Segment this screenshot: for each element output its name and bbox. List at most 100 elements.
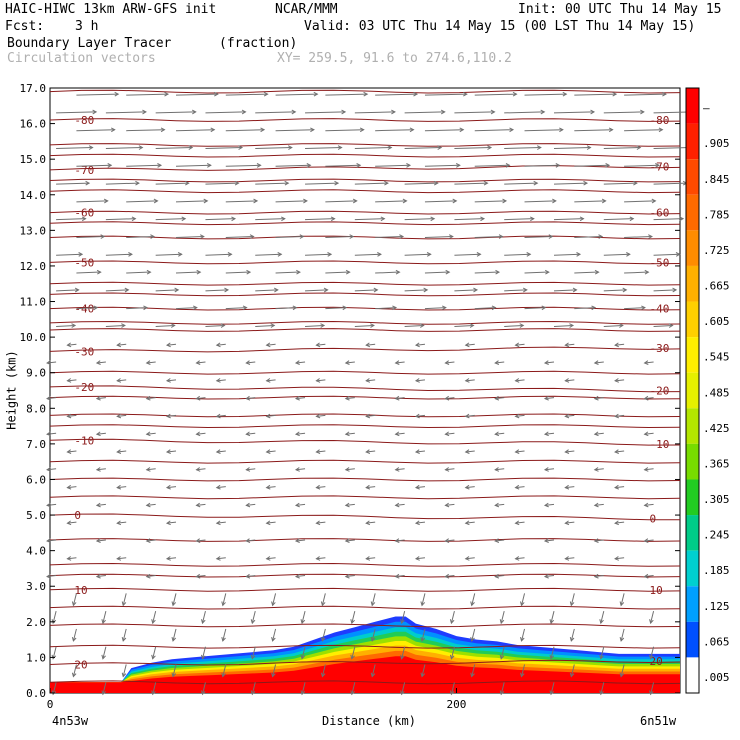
vector-arrow (454, 324, 474, 327)
vector-arrow (504, 111, 545, 114)
vector-arrow (67, 450, 77, 453)
vector-arrowhead (529, 216, 535, 222)
vector-arrow (553, 111, 595, 114)
vector-arrowhead (433, 180, 439, 186)
contour-line-label-0 (49, 513, 681, 521)
vector-arrowhead (593, 502, 599, 508)
vector-arrowhead (95, 573, 101, 579)
vector-arrow (565, 414, 575, 417)
vector-arrowhead (359, 127, 365, 133)
vector-arrowhead (116, 484, 122, 490)
vector-arrowhead (520, 601, 525, 607)
vector-arrowhead (614, 378, 619, 383)
vector-arrowhead (437, 145, 443, 150)
vector-arrow (504, 218, 534, 221)
vector-arrowhead (619, 601, 625, 607)
vector-arrow (316, 557, 326, 560)
vector-arrowhead (184, 180, 190, 186)
vector-arrow (615, 379, 625, 382)
vector-arrowhead (494, 573, 500, 579)
x-axis-label: Distance (km) (322, 714, 416, 728)
vector-arrow (603, 253, 630, 256)
vector-arrowhead (414, 378, 420, 383)
vector-arrow (76, 235, 105, 238)
vector-arrowhead (464, 484, 470, 490)
contour-line-24 (49, 680, 681, 685)
colorbar-label: .425 (703, 422, 730, 435)
vector-arrow (553, 289, 577, 292)
vector-arrowhead (95, 538, 101, 543)
vector-arrowhead (414, 342, 420, 348)
vector-arrowhead (300, 690, 306, 696)
vector-arrow (415, 521, 426, 524)
vector-arrowhead (145, 395, 151, 401)
vector-arrowhead (165, 556, 171, 561)
y-tick-label: 12.0 (20, 260, 47, 273)
vector-arrowhead (399, 234, 405, 239)
vector-arrowhead (414, 556, 420, 561)
vector-arrowhead (81, 216, 87, 222)
vector-arrowhead (337, 145, 343, 150)
vector-arrow (450, 611, 455, 624)
vector-arrow (325, 200, 357, 203)
vector-arrow (47, 432, 57, 435)
vector-arrowhead (444, 395, 450, 401)
contour-label: -70 (650, 160, 670, 173)
vector-arrow (474, 93, 517, 96)
vector-arrow (354, 147, 392, 149)
contour-label: -80 (74, 114, 94, 127)
vector-arrowhead (569, 601, 575, 607)
y-tick-label: 13.0 (20, 224, 47, 237)
vector-arrowhead (46, 431, 51, 437)
vector-arrow (166, 343, 177, 346)
vector-arrow (471, 593, 476, 606)
vector-arrow (325, 164, 361, 167)
contour-label: -30 (650, 342, 670, 355)
vector-arrow (201, 611, 206, 624)
vector-arrow (126, 235, 155, 238)
vector-arrow (67, 379, 77, 382)
vector-arrow (105, 147, 143, 149)
vector-arrow (415, 450, 426, 453)
vector-arrow (570, 628, 575, 642)
vector-arrow (225, 200, 258, 203)
contour-label: -40 (650, 303, 670, 316)
vector-arrowhead (171, 636, 177, 642)
vector-arrowhead (365, 342, 371, 348)
vector-arrow (216, 414, 226, 417)
vector-arrowhead (668, 323, 674, 328)
vector-arrowhead (195, 467, 201, 472)
vector-arrowhead (66, 378, 72, 383)
vector-arrowhead (124, 287, 130, 293)
vector-arrow (624, 129, 663, 132)
vector-arrow (316, 521, 326, 524)
vector-arrowhead (221, 636, 226, 642)
vector-arrow (105, 182, 139, 185)
vector-arrowhead (253, 198, 259, 204)
vector-arrow (216, 343, 226, 346)
vector-arrow (305, 289, 328, 292)
vector-arrowhead (569, 323, 575, 328)
vector-arrowhead (394, 360, 400, 365)
vector-arrow (205, 182, 239, 185)
vector-arrow (404, 324, 424, 327)
vector-arrowhead (541, 305, 547, 311)
vector-arrowhead (160, 127, 166, 133)
vector-arrow (474, 129, 514, 132)
vector-arrow (122, 593, 127, 606)
vector-arrowhead (420, 672, 426, 678)
plot-frame (49, 87, 681, 694)
vector-arrowhead (294, 360, 300, 365)
vector-arrow (205, 289, 229, 292)
vector-arrowhead (614, 342, 619, 348)
contour-line-10 (49, 328, 681, 332)
x-tick-label: 0 (47, 698, 54, 711)
vector-arrow (594, 575, 604, 578)
vector-arrow (424, 93, 467, 96)
vector-arrow (105, 218, 136, 221)
vector-arrow (305, 182, 339, 185)
vector-arrow (152, 611, 157, 624)
vector-arrow (424, 307, 446, 310)
vector-arrowhead (419, 323, 425, 328)
contour-label: -10 (74, 434, 94, 447)
